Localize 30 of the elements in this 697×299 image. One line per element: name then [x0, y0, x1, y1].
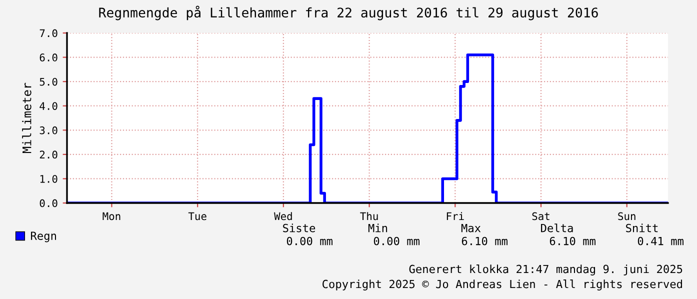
text: 0.00 mm	[286, 236, 332, 246]
text: 0.41 mm	[638, 236, 684, 246]
x-tick-label: Thu	[360, 212, 378, 220]
y-tick-label: 5.0	[40, 78, 58, 86]
x-tick-label: Wed	[274, 212, 292, 220]
text: 6.10 mm	[462, 236, 508, 246]
text: Max	[461, 224, 481, 232]
text: Siste	[283, 224, 316, 232]
legend-label: Regn	[31, 232, 56, 242]
text: Generert klokka 21:47 mandag 9. juni 2025	[409, 264, 682, 276]
y-tick-label: 4.0	[40, 102, 58, 110]
x-tick-label: Sat	[532, 212, 550, 220]
text: 0.00 mm	[374, 236, 420, 246]
x-tick-label: Sun	[618, 212, 636, 220]
y-tick-label: 7.0	[40, 29, 58, 38]
y-axis-title: Millimeter	[22, 82, 32, 154]
x-tick-label: Tue	[188, 212, 206, 220]
text: Min	[368, 224, 388, 232]
y-tick-label: 2.0	[40, 150, 58, 159]
y-tick-label: 6.0	[40, 54, 58, 62]
x-tick-label: Mon	[102, 212, 120, 220]
text: 6.10 mm	[550, 236, 596, 246]
x-tick-label: Fri	[446, 212, 464, 220]
chart-title: Regnmengde på Lillehammer fra 22 august 2016 til 29 august 2016	[99, 6, 598, 20]
text: Copyright 2025 © Jo Andreas Lien - All rights reserved	[322, 280, 682, 290]
y-tick-label: 0.0	[40, 199, 58, 208]
text: Snitt	[626, 224, 658, 232]
y-tick-label: 3.0	[40, 126, 58, 134]
text: Delta	[541, 224, 573, 232]
y-tick-label: 1.0	[40, 174, 58, 183]
